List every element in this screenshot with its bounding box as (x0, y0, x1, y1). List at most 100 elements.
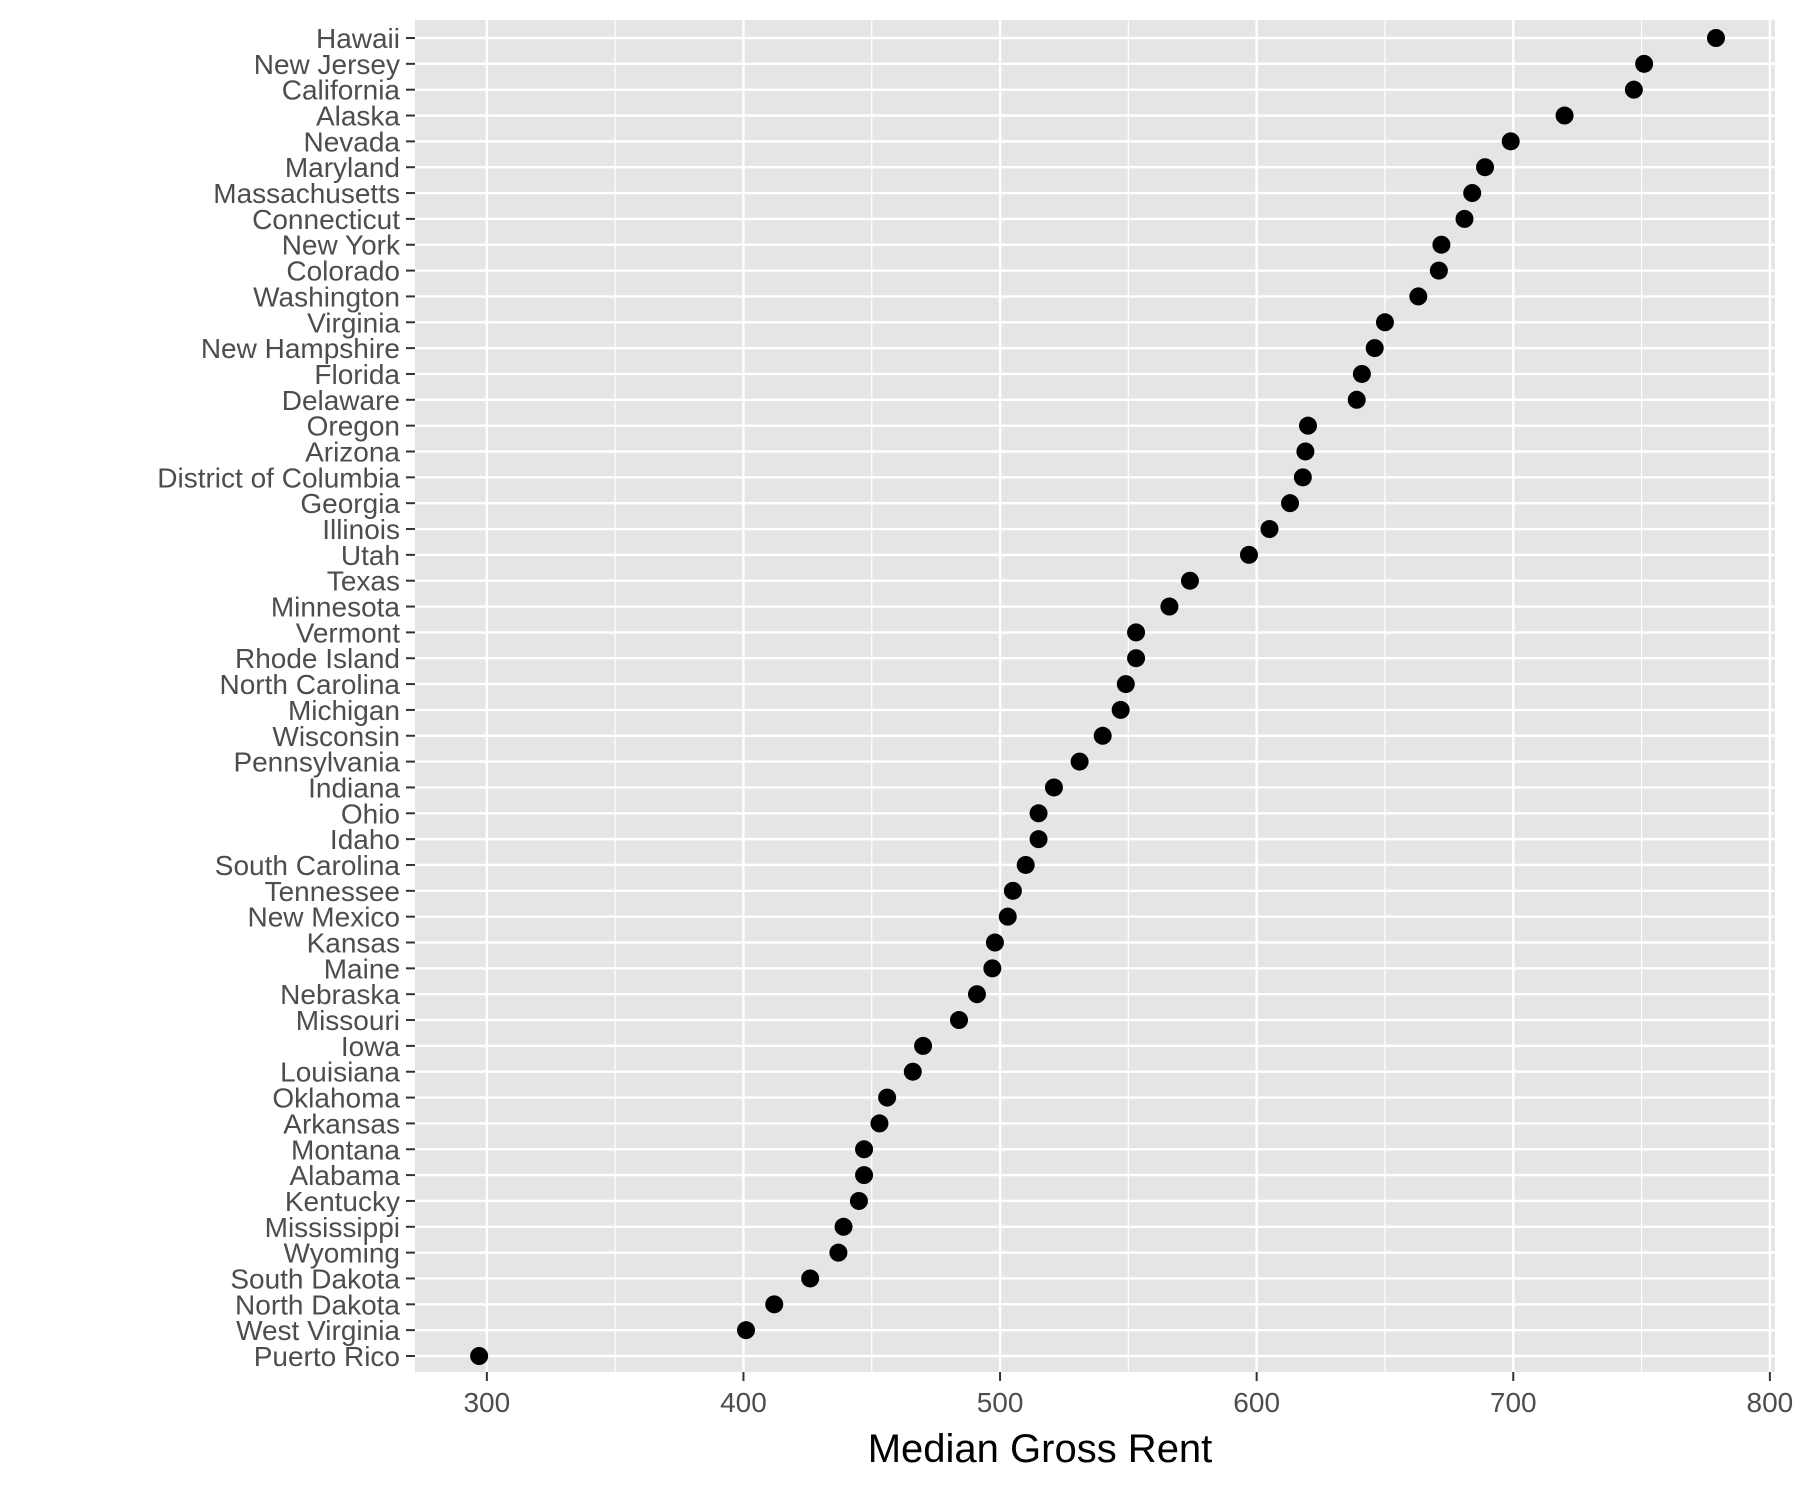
y-tick-label: North Carolina (219, 669, 400, 700)
data-point (1111, 700, 1130, 719)
y-tick-label: Colorado (286, 256, 400, 287)
data-point (1624, 80, 1643, 99)
y-tick-label: Hawaii (316, 23, 400, 54)
y-tick-label: Arkansas (283, 1108, 400, 1139)
data-point (1016, 855, 1035, 874)
data-point (470, 1347, 489, 1365)
y-tick-label: Kentucky (285, 1186, 400, 1217)
y-tick-label: Utah (341, 540, 400, 571)
data-point (1116, 675, 1135, 694)
y-tick-label: West Virginia (236, 1315, 400, 1346)
data-point (914, 1036, 933, 1055)
y-tick-label: Alabama (289, 1160, 400, 1191)
data-point (829, 1243, 848, 1262)
data-point (1093, 726, 1112, 745)
data-point (1706, 29, 1725, 47)
data-point (855, 1140, 874, 1159)
data-point (849, 1191, 868, 1210)
data-point (878, 1088, 897, 1107)
x-tick-label: 300 (463, 1387, 510, 1418)
y-tick-label: Idaho (330, 824, 400, 855)
data-point (1375, 313, 1394, 332)
data-point (1029, 804, 1048, 823)
data-point (967, 985, 986, 1004)
data-point (950, 1011, 968, 1030)
data-point (1429, 261, 1448, 280)
y-tick-label: New Hampshire (201, 333, 400, 364)
data-point (1455, 209, 1474, 228)
x-tick-label: 400 (720, 1387, 767, 1418)
data-point (1239, 545, 1258, 564)
y-tick-label: Ohio (341, 798, 400, 829)
data-point (1347, 390, 1366, 409)
y-tick-label: New York (282, 230, 401, 261)
x-tick-label: 800 (1747, 1387, 1794, 1418)
data-point (1463, 184, 1482, 203)
data-point (1180, 571, 1199, 590)
y-tick-label: Louisiana (280, 1057, 400, 1088)
data-point (1293, 468, 1312, 487)
y-tick-label: Washington (253, 281, 400, 312)
data-point (998, 907, 1017, 926)
data-point (765, 1295, 784, 1314)
data-point (737, 1321, 756, 1340)
y-tick-label: North Dakota (235, 1289, 400, 1320)
y-tick-label: Missouri (296, 1005, 400, 1036)
data-point (1298, 416, 1317, 435)
y-tick-label: Arizona (305, 436, 400, 467)
x-tick-label: 700 (1490, 1387, 1537, 1418)
x-tick-label: 600 (1233, 1387, 1280, 1418)
y-tick-label: Michigan (288, 695, 400, 726)
y-tick-label: Indiana (308, 772, 400, 803)
data-point (1044, 778, 1063, 797)
data-point (1296, 442, 1315, 461)
y-tick-label: Nebraska (280, 979, 400, 1010)
plot-panel (415, 20, 1775, 1372)
data-point (1409, 287, 1428, 306)
data-point (1127, 649, 1146, 668)
data-point (834, 1217, 853, 1236)
axis-ticks (406, 37, 1771, 1381)
y-tick-label: Illinois (322, 514, 400, 545)
x-axis-title: Median Gross Rent (868, 1427, 1213, 1471)
data-point (983, 959, 1002, 978)
y-tick-label: Puerto Rico (254, 1341, 400, 1372)
y-tick-label: Nevada (303, 126, 400, 157)
data-point (1260, 520, 1279, 539)
data-point (1160, 597, 1179, 616)
data-point (1555, 106, 1574, 125)
y-tick-label: Connecticut (252, 204, 400, 235)
x-tick-label: 500 (977, 1387, 1024, 1418)
data-point (1352, 364, 1371, 383)
data-point (1070, 752, 1089, 771)
data-point (870, 1114, 889, 1133)
y-tick-label: New Jersey (254, 49, 400, 80)
y-tick-label: Florida (314, 359, 400, 390)
grid-lines (415, 20, 1775, 1372)
y-tick-label: New Mexico (248, 902, 400, 933)
y-tick-label: Montana (291, 1134, 400, 1165)
data-point (1432, 235, 1451, 254)
data-point (1476, 158, 1495, 177)
y-tick-label: Georgia (300, 488, 400, 519)
y-tick-label: Iowa (341, 1031, 401, 1062)
y-tick-label: Delaware (282, 385, 400, 416)
y-tick-label: Alaska (316, 101, 400, 132)
data-point (1635, 54, 1654, 73)
data-point (1281, 494, 1300, 513)
y-tick-label: District of Columbia (157, 462, 400, 493)
y-tick-label: Oklahoma (272, 1083, 400, 1114)
y-tick-label: California (282, 75, 401, 106)
y-tick-label: Vermont (296, 617, 400, 648)
data-point (1003, 881, 1022, 900)
y-tick-label: Kansas (307, 928, 400, 959)
y-tick-label: Oregon (307, 411, 400, 442)
data-point (985, 933, 1004, 952)
data-points (470, 29, 1725, 1365)
data-point (855, 1166, 874, 1185)
y-tick-label: Massachusetts (213, 178, 400, 209)
data-point (1501, 132, 1520, 151)
